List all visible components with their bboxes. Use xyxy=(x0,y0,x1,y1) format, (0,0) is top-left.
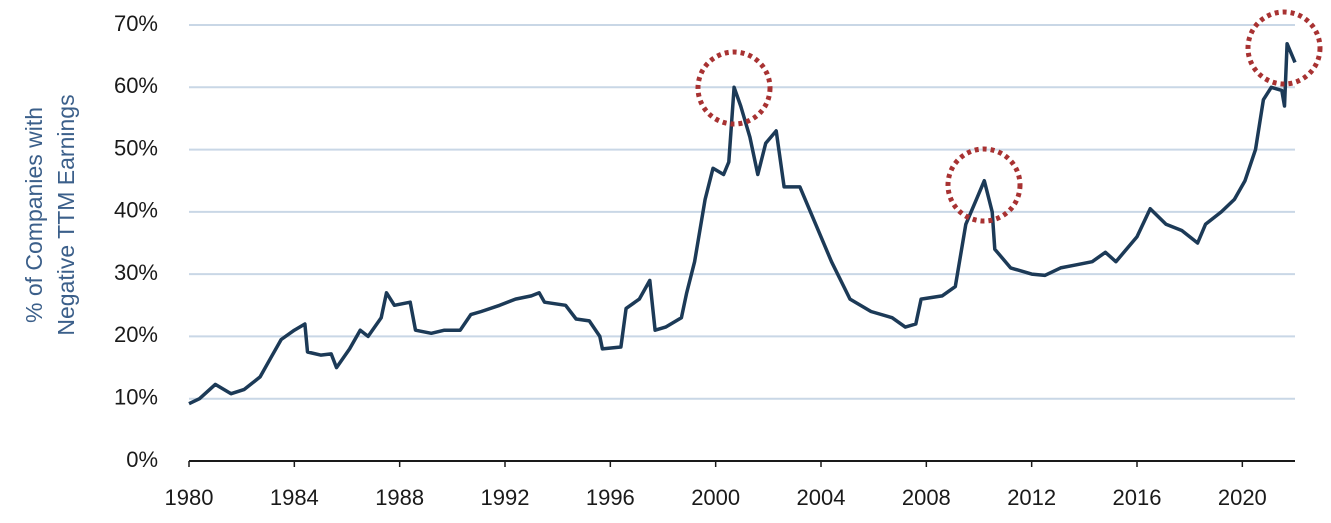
x-tick-label: 1984 xyxy=(270,485,319,510)
highlight-circle xyxy=(695,49,773,127)
y-tick-label: 0% xyxy=(126,447,158,472)
x-tick-label: 2020 xyxy=(1218,485,1267,510)
x-tick-label: 2016 xyxy=(1113,485,1162,510)
y-tick-label: 30% xyxy=(114,260,158,285)
x-tick-label: 2012 xyxy=(1007,485,1056,510)
data-line xyxy=(188,41,1297,406)
y-tick-label: 10% xyxy=(114,385,158,410)
y-axis-label: % of Companies with xyxy=(21,107,47,323)
highlight-circle xyxy=(1245,9,1323,87)
x-tick-label: 2004 xyxy=(797,485,846,510)
x-tick-label: 2000 xyxy=(691,485,740,510)
y-tick-label: 70% xyxy=(114,11,158,36)
x-tick-label: 2008 xyxy=(902,485,951,510)
highlight-circle xyxy=(945,146,1023,224)
x-tick-label: 1980 xyxy=(165,485,214,510)
x-tick-label: 1992 xyxy=(481,485,530,510)
y-tick-label: 50% xyxy=(114,135,158,160)
y-tick-label: 40% xyxy=(114,198,158,223)
y-tick-label: 20% xyxy=(114,322,158,347)
x-tick-label: 1996 xyxy=(586,485,635,510)
x-tick-label: 1988 xyxy=(375,485,424,510)
y-axis-label: Negative TTM Earnings xyxy=(53,94,79,335)
y-tick-label: 60% xyxy=(114,73,158,98)
